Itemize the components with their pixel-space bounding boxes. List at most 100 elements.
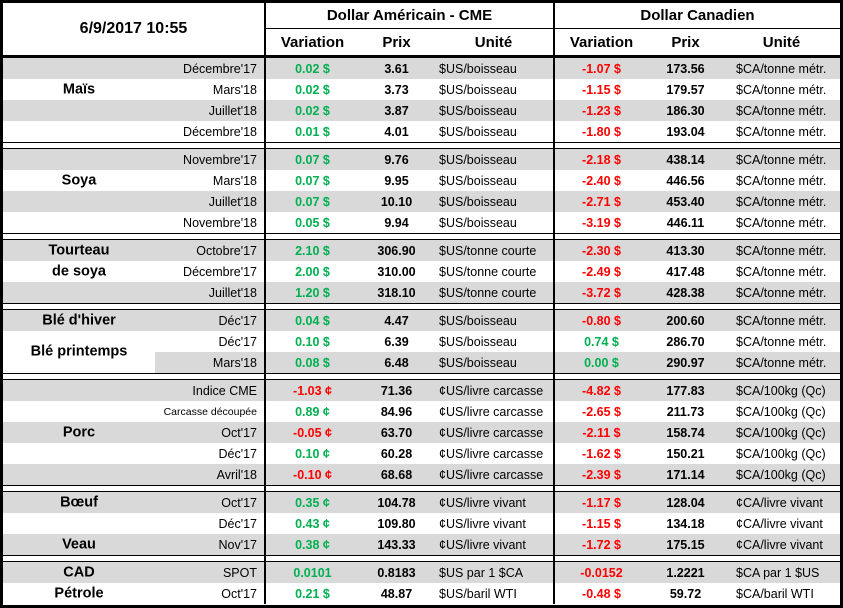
ca-price-cell: 1.2221	[666, 565, 705, 580]
us-unit-cell: $US/boisseau	[439, 194, 517, 209]
us-variation-cell: 0.89 ¢	[264, 401, 359, 422]
ca-dollar-title: Dollar Canadien	[555, 3, 840, 29]
us-price-cell: 10.10	[380, 194, 413, 209]
ca-variation-cell: -2.40 $	[553, 170, 648, 191]
commodity-spacer-cell	[3, 422, 155, 443]
ca-price-cell: 59.72	[669, 586, 702, 601]
table-row: Déc'17 0.10 $ 6.39 $US/boisseau 0.74 $ 286.70…	[3, 331, 840, 352]
us-variation-cell: 0.07 $	[264, 191, 359, 212]
ca-unit-cell: $CA par 1 $US	[736, 565, 820, 580]
us-unit-cell: ¢US/livre carcasse	[439, 383, 544, 398]
contract-month-cell: Mars'18	[212, 82, 257, 97]
ca-unit-cell: $CA/100kg (Qc)	[736, 467, 826, 482]
ca-unit-cell: $CA/baril WTI	[736, 586, 814, 601]
commodity-spacer-cell	[3, 562, 155, 583]
table-row: Juillet'18 0.07 $ 10.10 $US/boisseau -2.71 $…	[3, 191, 840, 212]
ca-variation-cell: -2.11 $	[553, 422, 648, 443]
ca-variation-cell: -3.19 $	[553, 212, 648, 233]
ca-price-cell: 286.70	[666, 334, 705, 349]
ca-unit-cell: $CA/100kg (Qc)	[736, 425, 826, 440]
contract-month-cell: Oct'17	[221, 425, 257, 440]
commodity-spacer-cell	[3, 212, 155, 233]
ca-unite-header: Unité	[762, 33, 801, 51]
table-row: Octobre'17 2.10 $ 306.90 $US/tonne courte -2…	[3, 240, 840, 261]
ca-unit-cell: $CA/tonne métr.	[736, 334, 827, 349]
contract-month-cell: Oct'17	[221, 495, 257, 510]
ca-variation-header: Variation	[569, 33, 634, 51]
us-price-cell: 104.78	[377, 495, 416, 510]
contract-month-cell: SPOT	[222, 565, 257, 580]
ca-price-cell: 128.04	[666, 495, 705, 510]
us-unit-cell: $US/boisseau	[439, 152, 517, 167]
commodity-spacer-cell	[3, 170, 155, 191]
ca-unit-cell: $CA/tonne métr.	[736, 264, 827, 279]
table-row: Novembre'17 0.07 $ 9.76 $US/boisseau -2.18 $…	[3, 149, 840, 170]
commodity-spacer-cell	[3, 100, 155, 121]
us-unit-cell: $US/tonne courte	[439, 264, 537, 279]
ca-unit-cell: $CA/100kg (Qc)	[736, 446, 826, 461]
us-unit-cell: $US/boisseau	[439, 355, 517, 370]
commodity-group: Décembre'17 0.02 $ 3.61 $US/boisseau -1.07 $…	[3, 58, 840, 142]
commodity-spacer-cell	[3, 443, 155, 464]
us-unit-cell: $US/boisseau	[439, 313, 517, 328]
ca-price-cell: 290.97	[666, 355, 705, 370]
commodity-spacer-cell	[3, 492, 155, 513]
ca-price-cell: 158.74	[666, 425, 705, 440]
us-variation-header: Variation	[280, 33, 345, 51]
ca-price-cell: 186.30	[666, 103, 705, 118]
table-row: Juillet'18 0.02 $ 3.87 $US/boisseau -1.23 $ 1…	[3, 100, 840, 121]
us-variation-cell: 0.01 $	[264, 121, 359, 142]
ca-unit-cell: $CA/tonne métr.	[736, 243, 827, 258]
group-separator	[3, 555, 840, 562]
commodity-group: Déc'17 0.04 $ 4.47 $US/boisseau -0.80 $ 200.6…	[3, 310, 840, 373]
table-header: 6/9/2017 10:55 Dollar Américain - CME Va…	[3, 3, 840, 58]
group-separator	[3, 485, 840, 492]
ca-unit-cell: ¢CA/livre vivant	[736, 537, 823, 552]
commodity-spacer-cell	[3, 282, 155, 303]
us-price-cell: 109.80	[377, 516, 416, 531]
ca-unit-cell: $CA/tonne métr.	[736, 103, 827, 118]
contract-month-cell: Novembre'17	[183, 152, 257, 167]
us-price-cell: 310.00	[377, 264, 416, 279]
ca-price-cell: 171.14	[666, 467, 705, 482]
us-price-cell: 3.61	[384, 61, 409, 76]
ca-unit-cell: $CA/100kg (Qc)	[736, 404, 826, 419]
us-unit-cell: ¢US/livre vivant	[439, 516, 526, 531]
table-row: Avril'18 -0.10 ¢ 68.68 ¢US/livre carcasse -2…	[3, 464, 840, 485]
us-unit-cell: ¢US/livre vivant	[439, 537, 526, 552]
us-price-cell: 9.94	[384, 215, 409, 230]
commodity-spacer-cell	[3, 583, 155, 604]
commodity-spacer-cell	[3, 240, 155, 261]
ca-variation-cell: -1.15 $	[553, 513, 648, 534]
us-variation-cell: 0.02 $	[264, 58, 359, 79]
us-dollar-title: Dollar Américain - CME	[266, 3, 553, 29]
contract-month-cell: Mars'18	[212, 173, 257, 188]
us-unite-header: Unité	[474, 33, 513, 51]
table-row: Mars'18 0.08 $ 6.48 $US/boisseau 0.00 $ 290.9…	[3, 352, 840, 373]
us-variation-cell: 0.02 $	[264, 100, 359, 121]
ca-variation-cell: -1.23 $	[553, 100, 648, 121]
table-row: Oct'17 0.21 $ 48.87 $US/baril WTI -0.48 $ 59.…	[3, 583, 840, 604]
contract-month-cell: Déc'17	[218, 334, 257, 349]
us-price-cell: 4.01	[384, 124, 409, 139]
table-row: Oct'17 -0.05 ¢ 63.70 ¢US/livre carcasse -2.1…	[3, 422, 840, 443]
us-variation-cell: 0.38 ¢	[264, 534, 359, 555]
us-unit-cell: ¢US/livre carcasse	[439, 425, 544, 440]
ca-unit-cell: $CA/tonne métr.	[736, 82, 827, 97]
us-price-cell: 9.76	[384, 152, 409, 167]
us-price-cell: 48.87	[380, 586, 413, 601]
ca-price-cell: 177.83	[666, 383, 705, 398]
ca-price-cell: 446.11	[666, 215, 705, 230]
contract-month-cell: Indice CME	[192, 383, 257, 398]
table-row: Carcasse découpée 0.89 ¢ 84.96 ¢US/livre ca…	[3, 401, 840, 422]
table-row: Novembre'18 0.05 $ 9.94 $US/boisseau -3.19 $…	[3, 212, 840, 233]
ca-unit-cell: $CA/tonne métr.	[736, 61, 827, 76]
commodity-group: Novembre'17 0.07 $ 9.76 $US/boisseau -2.18 $…	[3, 149, 840, 233]
table-body: Décembre'17 0.02 $ 3.61 $US/boisseau -1.07 $…	[3, 58, 840, 604]
ca-variation-cell: -0.0152	[553, 562, 648, 583]
us-variation-cell: 0.07 $	[264, 170, 359, 191]
us-price-cell: 3.73	[384, 82, 409, 97]
contract-month-cell: Juillet'18	[208, 285, 257, 300]
ca-unit-cell: $CA/tonne métr.	[736, 355, 827, 370]
